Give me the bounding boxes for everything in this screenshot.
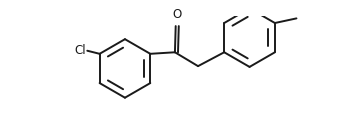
Text: O: O bbox=[173, 8, 182, 21]
Text: Cl: Cl bbox=[74, 44, 86, 57]
